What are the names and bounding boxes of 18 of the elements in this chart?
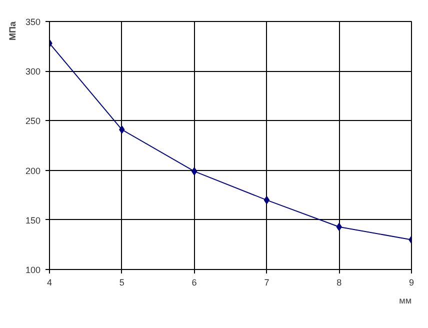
point [264, 196, 270, 204]
y-tick-label: 100 [25, 265, 41, 275]
x-axis-title: мм [399, 296, 412, 306]
y-axis-title: МПа [8, 20, 18, 40]
point [336, 222, 342, 231]
y-tick-label: 250 [25, 116, 41, 126]
x-tick-label: 4 [46, 278, 52, 288]
y-tick-label: 200 [25, 166, 41, 176]
point [191, 167, 198, 176]
y-tick-label: 350 [25, 17, 41, 27]
x-tick-label: 9 [408, 278, 414, 288]
point [119, 126, 125, 134]
x-tick-label: 5 [119, 278, 124, 288]
x-tick-label: 7 [264, 278, 270, 288]
y-tick-label: 150 [25, 215, 41, 226]
x-tick-label: 8 [336, 278, 342, 288]
y-tick-label: 300 [25, 66, 41, 77]
x-tick-label: 6 [192, 278, 197, 288]
